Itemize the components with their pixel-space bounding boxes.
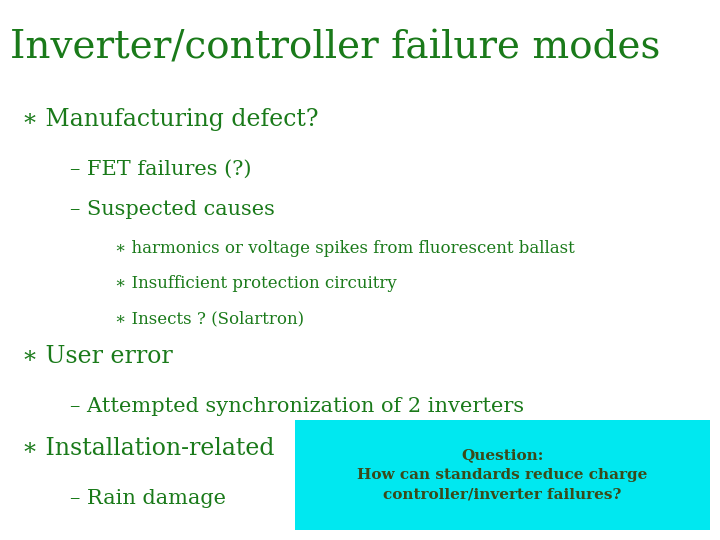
Text: ∗ harmonics or voltage spikes from fluorescent ballast: ∗ harmonics or voltage spikes from fluor… [115, 240, 575, 257]
Text: ∗ Installation-related: ∗ Installation-related [22, 437, 274, 460]
Text: – Rain damage: – Rain damage [70, 489, 226, 508]
Text: Question:
How can standards reduce charge
controller/inverter failures?: Question: How can standards reduce charg… [357, 449, 648, 502]
Text: ∗ Insects ? (Solartron): ∗ Insects ? (Solartron) [115, 310, 304, 327]
Text: – Suspected causes: – Suspected causes [70, 200, 275, 219]
Text: Inverter/controller failure modes: Inverter/controller failure modes [10, 30, 660, 67]
Text: ∗ Insufficient protection circuitry: ∗ Insufficient protection circuitry [115, 275, 397, 292]
Text: ∗ Manufacturing defect?: ∗ Manufacturing defect? [22, 108, 318, 131]
Text: – FET failures (?): – FET failures (?) [70, 160, 251, 179]
Text: ∗ User error: ∗ User error [22, 345, 173, 368]
FancyBboxPatch shape [295, 420, 710, 530]
Text: – Attempted synchronization of 2 inverters: – Attempted synchronization of 2 inverte… [70, 397, 524, 416]
